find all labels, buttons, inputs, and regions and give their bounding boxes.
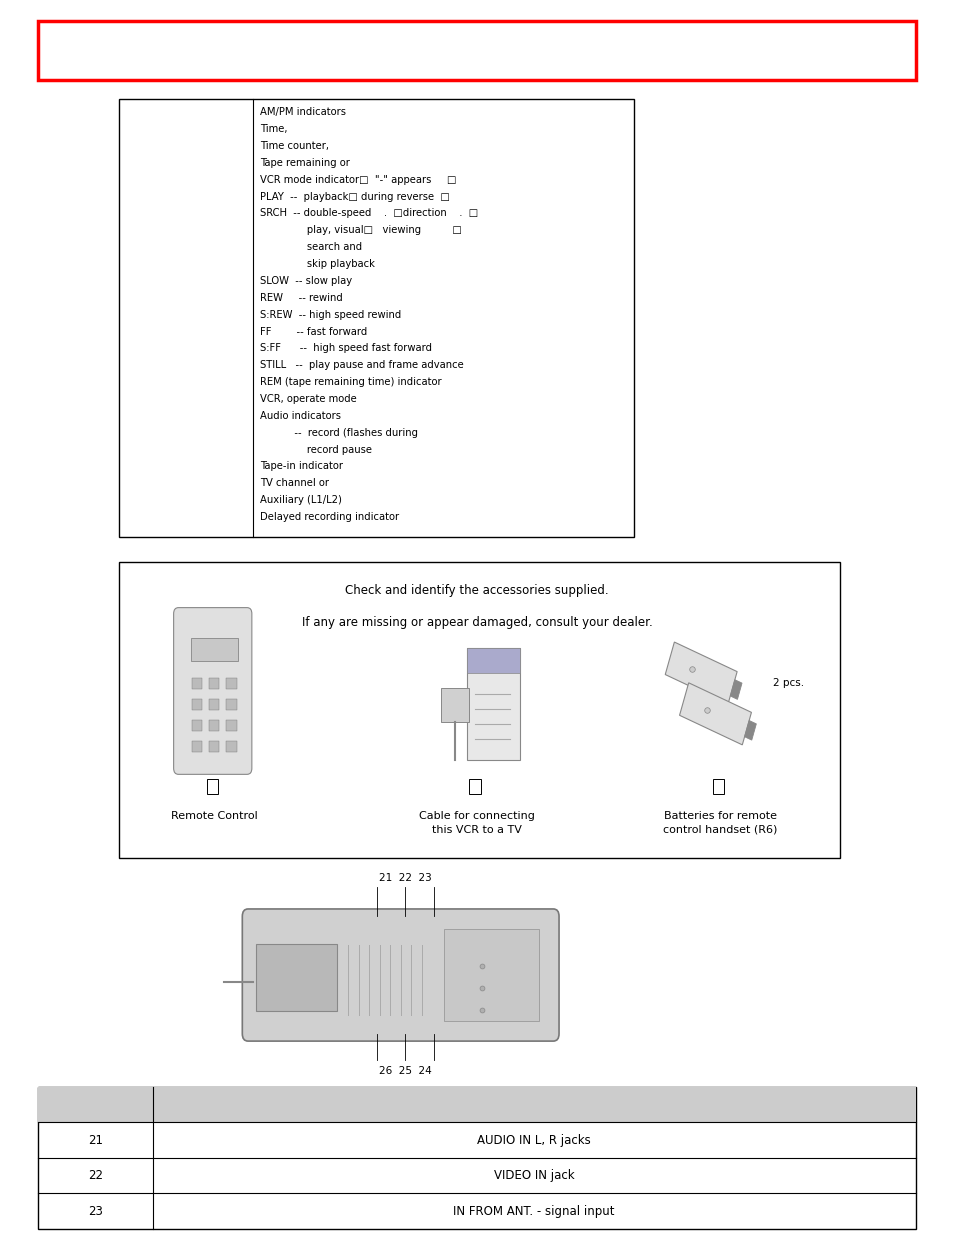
Text: Remote Control: Remote Control [172, 811, 257, 821]
Text: PLAY  --  playback□ during reverse  □: PLAY -- playback□ during reverse □ [260, 191, 450, 201]
Bar [192, 699, 202, 710]
Text: Time counter,: Time counter, [260, 141, 329, 151]
Bar [467, 648, 519, 760]
Bar [192, 741, 202, 752]
FancyBboxPatch shape [242, 909, 558, 1041]
Text: 21: 21 [88, 1134, 103, 1146]
Text: S:FF      --  high speed fast forward: S:FF -- high speed fast forward [260, 343, 432, 353]
Text: Batteries for remote
control handset (R6): Batteries for remote control handset (R6… [662, 811, 777, 835]
Text: Time,: Time, [260, 125, 288, 135]
Text: SLOW  -- slow play: SLOW -- slow play [260, 275, 353, 287]
Bar [255, 944, 336, 1011]
Bar [469, 779, 480, 794]
Bar [226, 741, 236, 752]
FancyBboxPatch shape [173, 608, 252, 774]
Polygon shape [743, 720, 756, 740]
Text: Tape-in indicator: Tape-in indicator [260, 462, 343, 472]
Bar [38, 1087, 915, 1229]
Text: SRCH  -- double-speed    .  □direction    .  □: SRCH -- double-speed . □direction . □ [260, 209, 478, 219]
Bar [209, 720, 219, 731]
Bar [712, 779, 723, 794]
Text: REM (tape remaining time) indicator: REM (tape remaining time) indicator [260, 377, 441, 387]
Bar [192, 678, 202, 689]
Text: 26  25  24: 26 25 24 [378, 1066, 432, 1076]
Bar [38, 1087, 915, 1123]
Text: Cable for connecting
this VCR to a TV: Cable for connecting this VCR to a TV [418, 811, 535, 835]
Text: IN FROM ANT. - signal input: IN FROM ANT. - signal input [453, 1204, 615, 1218]
Text: Tape remaining or: Tape remaining or [260, 158, 350, 168]
Text: TV channel or: TV channel or [260, 478, 329, 488]
Text: VIDEO IN jack: VIDEO IN jack [494, 1170, 574, 1182]
Bar [440, 688, 469, 722]
Text: --  record (flashes during: -- record (flashes during [260, 427, 418, 437]
Text: 21  22  23: 21 22 23 [378, 873, 432, 883]
Bar [209, 678, 219, 689]
Text: VCR, operate mode: VCR, operate mode [260, 394, 356, 404]
Bar [467, 648, 519, 673]
Bar [226, 720, 236, 731]
Text: 23: 23 [88, 1204, 103, 1218]
Bar [443, 929, 538, 1021]
Text: S:REW  -- high speed rewind: S:REW -- high speed rewind [260, 310, 401, 320]
Bar [226, 678, 236, 689]
Text: Audio indicators: Audio indicators [260, 411, 341, 421]
Bar [119, 99, 634, 537]
Text: 22: 22 [88, 1170, 103, 1182]
Text: record pause: record pause [260, 445, 372, 454]
Bar [209, 699, 219, 710]
Text: VCR mode indicator□  "-" appears     □: VCR mode indicator□ "-" appears □ [260, 174, 456, 185]
Bar [119, 562, 839, 858]
Text: AM/PM indicators: AM/PM indicators [260, 107, 346, 117]
Text: STILL   --  play pause and frame advance: STILL -- play pause and frame advance [260, 361, 464, 370]
Bar [192, 720, 202, 731]
Text: skip playback: skip playback [260, 259, 375, 269]
Text: AUDIO IN L, R jacks: AUDIO IN L, R jacks [476, 1134, 591, 1146]
Bar [226, 699, 236, 710]
Text: Check and identify the accessories supplied.: Check and identify the accessories suppl… [345, 584, 608, 598]
Text: REW     -- rewind: REW -- rewind [260, 293, 343, 303]
Text: FF        -- fast forward: FF -- fast forward [260, 326, 367, 336]
Polygon shape [729, 679, 741, 699]
Bar [209, 741, 219, 752]
Text: play, visual□   viewing          □: play, visual□ viewing □ [260, 225, 462, 236]
Text: 2 pcs.: 2 pcs. [772, 678, 803, 688]
Polygon shape [679, 683, 751, 745]
Text: Delayed recording indicator: Delayed recording indicator [260, 513, 399, 522]
Text: search and: search and [260, 242, 362, 252]
Bar [207, 779, 218, 794]
Text: If any are missing or appear damaged, consult your dealer.: If any are missing or appear damaged, co… [301, 616, 652, 630]
Bar [38, 21, 915, 80]
Polygon shape [664, 642, 737, 704]
Text: Auxiliary (L1/L2): Auxiliary (L1/L2) [260, 495, 342, 505]
Bar [191, 638, 238, 661]
